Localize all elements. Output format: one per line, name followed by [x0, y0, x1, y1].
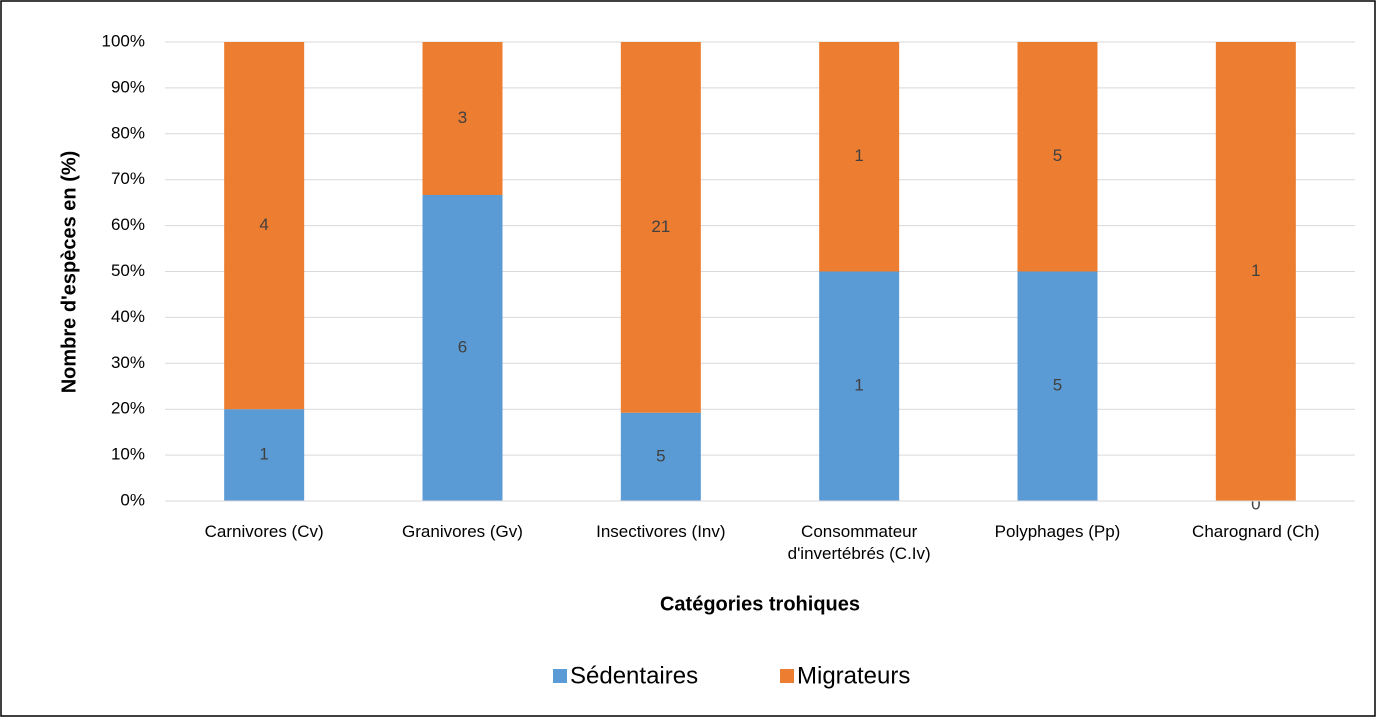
bar-segment — [1017, 271, 1098, 501]
data-label: 1 — [854, 376, 863, 395]
y-tick-label: 40% — [111, 307, 145, 326]
y-tick-label: 0% — [120, 490, 145, 509]
bar-segment — [224, 42, 305, 410]
data-label: 4 — [259, 215, 268, 234]
data-label: 21 — [651, 217, 670, 236]
bar-segment — [224, 409, 305, 501]
bar-segment — [1215, 42, 1296, 501]
data-label: 1 — [854, 146, 863, 165]
legend-swatch — [780, 669, 794, 683]
legend-swatch — [553, 669, 567, 683]
data-label: 3 — [458, 108, 467, 127]
y-tick-label: 100% — [102, 31, 145, 50]
x-tick-label: Charognard (Ch) — [1192, 522, 1320, 541]
x-tick-label: Insectivores (Inv) — [596, 522, 726, 541]
bar-segment — [620, 42, 701, 413]
y-tick-label: 30% — [111, 353, 145, 372]
data-label: 1 — [259, 445, 268, 464]
x-tick-label: Granivores (Gv) — [402, 522, 523, 541]
legend-label: Sédentaires — [570, 662, 698, 689]
legend-label: Migrateurs — [797, 662, 910, 689]
data-label: 1 — [1251, 261, 1260, 280]
bar-segment — [1017, 42, 1098, 272]
bar-segment — [422, 195, 503, 501]
y-tick-label: 50% — [111, 261, 145, 280]
y-tick-label: 20% — [111, 399, 145, 418]
y-tick-label: 90% — [111, 77, 145, 96]
bar-segment — [620, 412, 701, 501]
bar-segment — [819, 271, 900, 501]
x-tick-label: Carnivores (Cv) — [204, 522, 324, 541]
y-tick-label: 70% — [111, 169, 145, 188]
x-tick-label: Consommateur d'invertébrés (C.Iv) — [787, 522, 931, 563]
y-axis-title: Nombre d'espèces en (%) — [58, 151, 80, 394]
data-label: 6 — [458, 337, 467, 356]
y-tick-label: 60% — [111, 215, 145, 234]
data-label: 5 — [1053, 146, 1062, 165]
x-tick-label: Polyphages (Pp) — [994, 522, 1121, 541]
data-label: 5 — [1053, 376, 1062, 395]
data-label: 5 — [656, 446, 665, 465]
y-tick-label: 10% — [111, 445, 145, 464]
data-label: 0 — [1251, 494, 1260, 513]
y-tick-label: 80% — [111, 123, 145, 142]
bar-segment — [819, 42, 900, 272]
bar-segment — [422, 42, 503, 195]
x-axis-title: Catégories trohiques — [660, 593, 860, 615]
